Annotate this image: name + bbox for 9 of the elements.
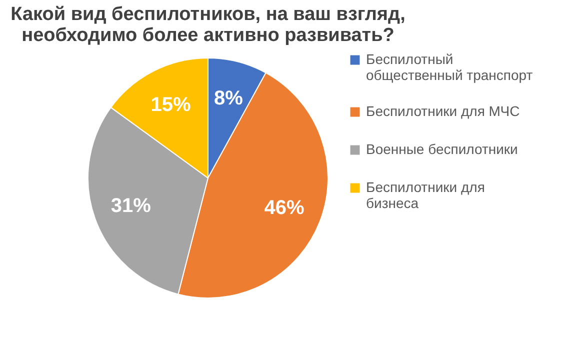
data-label: 46%: [264, 197, 304, 220]
legend-label: Беспилотники для бизнеса: [366, 179, 485, 211]
chart-title: Какой вид беспилотников, на ваш взгляд, необходимо более активно развивать?: [10, 4, 406, 46]
legend-label: Военные беспилотники: [366, 141, 518, 157]
data-label: 31%: [110, 194, 152, 217]
legend-label: Беспилотники для МЧС: [366, 103, 520, 119]
data-label: 8%: [214, 88, 244, 110]
legend-label: Беспилотный общественный транспорт: [366, 51, 534, 83]
data-label: 15%: [150, 94, 192, 116]
